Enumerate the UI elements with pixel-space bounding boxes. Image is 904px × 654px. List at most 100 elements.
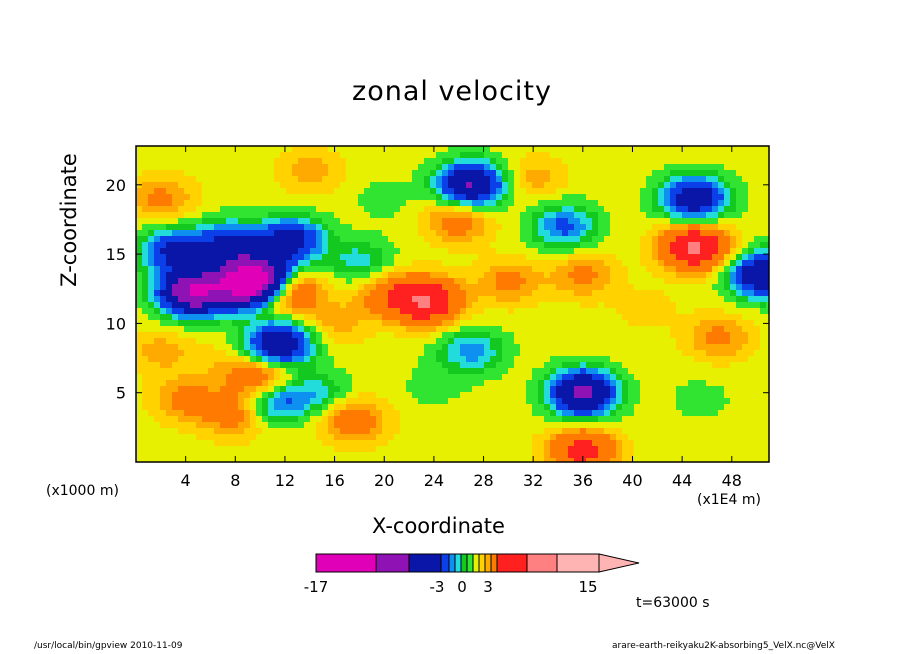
field-cell xyxy=(622,356,629,363)
field-cell xyxy=(622,176,629,183)
field-cell xyxy=(244,296,251,303)
field-cell xyxy=(622,206,629,213)
field-cell xyxy=(388,218,395,225)
field-cell xyxy=(532,284,539,291)
field-cell xyxy=(682,272,689,279)
field-cell xyxy=(364,152,371,159)
field-cell xyxy=(484,158,491,165)
field-cell xyxy=(580,392,587,399)
field-cell xyxy=(148,224,155,231)
field-cell xyxy=(334,404,341,411)
field-cell xyxy=(166,422,173,429)
field-cell xyxy=(682,152,689,159)
field-cell xyxy=(376,182,383,189)
field-cell xyxy=(160,170,167,177)
field-cell xyxy=(742,320,749,327)
field-cell xyxy=(556,416,563,423)
field-cell xyxy=(646,350,653,357)
field-cell xyxy=(586,308,593,315)
field-cell xyxy=(388,368,395,375)
field-cell xyxy=(412,158,419,165)
field-cell xyxy=(526,200,533,207)
field-cell xyxy=(298,230,305,237)
field-cell xyxy=(610,212,617,219)
field-cell xyxy=(490,296,497,303)
field-cell xyxy=(532,152,539,159)
field-cell xyxy=(202,302,209,309)
field-cell xyxy=(304,260,311,267)
field-cell xyxy=(424,170,431,177)
field-cell xyxy=(658,392,665,399)
field-cell xyxy=(556,338,563,345)
field-cell xyxy=(544,320,551,327)
field-cell xyxy=(556,380,563,387)
field-cell xyxy=(178,374,185,381)
field-cell xyxy=(280,410,287,417)
field-cell xyxy=(760,254,767,261)
field-cell xyxy=(172,302,179,309)
field-cell xyxy=(730,164,737,171)
field-cell xyxy=(214,194,221,201)
field-cell xyxy=(136,296,143,303)
field-cell xyxy=(214,392,221,399)
field-cell xyxy=(394,194,401,201)
field-cell xyxy=(376,206,383,213)
field-cell xyxy=(742,296,749,303)
field-cell xyxy=(436,272,443,279)
field-cell xyxy=(646,368,653,375)
field-cell xyxy=(508,368,515,375)
field-cell xyxy=(202,200,209,207)
field-cell xyxy=(436,356,443,363)
field-cell xyxy=(238,308,245,315)
field-cell xyxy=(244,356,251,363)
field-cell xyxy=(166,188,173,195)
field-cell xyxy=(160,164,167,171)
field-cell xyxy=(214,416,221,423)
field-cell xyxy=(742,164,749,171)
field-cell xyxy=(724,392,731,399)
field-cell xyxy=(766,404,769,411)
field-cell xyxy=(316,278,323,285)
field-cell xyxy=(622,212,629,219)
field-cell xyxy=(262,170,269,177)
field-cell xyxy=(232,218,239,225)
field-cell xyxy=(532,386,539,393)
field-cell xyxy=(574,254,581,261)
field-cell xyxy=(286,182,293,189)
field-cell xyxy=(298,254,305,261)
field-cell xyxy=(226,386,233,393)
field-cell xyxy=(316,266,323,273)
field-cell xyxy=(286,230,293,237)
field-cell xyxy=(388,374,395,381)
field-cell xyxy=(604,332,611,339)
field-cell xyxy=(322,254,329,261)
field-cell xyxy=(412,368,419,375)
field-cell xyxy=(484,410,491,417)
field-cell xyxy=(274,176,281,183)
field-cell xyxy=(730,200,737,207)
field-cell xyxy=(250,398,257,405)
field-cell xyxy=(568,164,575,171)
field-cell xyxy=(640,422,647,429)
field-cell xyxy=(364,314,371,321)
field-cell xyxy=(334,392,341,399)
field-cell xyxy=(148,290,155,297)
field-cell xyxy=(280,230,287,237)
field-cell xyxy=(466,404,473,411)
field-cell xyxy=(574,206,581,213)
field-cell xyxy=(628,200,635,207)
field-cell xyxy=(268,200,275,207)
field-cell xyxy=(328,266,335,273)
field-cell xyxy=(526,278,533,285)
field-cell xyxy=(568,416,575,423)
field-cell xyxy=(142,398,149,405)
field-cell xyxy=(748,350,755,357)
field-cell xyxy=(610,260,617,267)
field-cell xyxy=(448,170,455,177)
field-cell xyxy=(154,200,161,207)
field-cell xyxy=(262,332,269,339)
field-cell xyxy=(574,362,581,369)
field-cell xyxy=(652,188,659,195)
field-cell xyxy=(352,200,359,207)
field-cell xyxy=(262,398,269,405)
